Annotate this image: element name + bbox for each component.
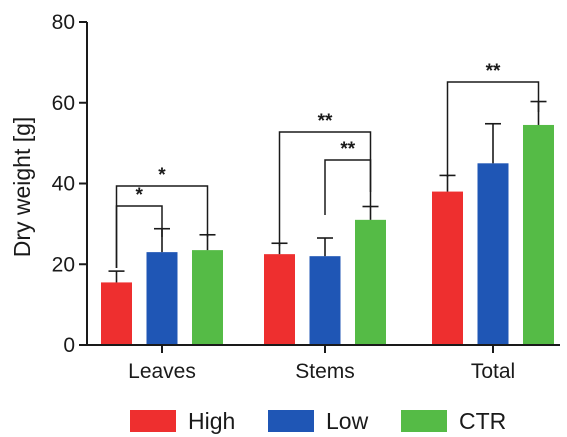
y-tick-label: 0: [63, 334, 75, 357]
bar-ctr-stems: [355, 219, 386, 345]
x-axis: Leaves Stems Total: [87, 344, 560, 383]
legend-swatch-high: [130, 410, 176, 432]
bar-low-total: [477, 163, 509, 345]
bars: [101, 124, 554, 345]
legend-swatch-low: [268, 410, 314, 432]
legend: High Low CTR: [130, 408, 506, 434]
bar-high-leaves: [101, 282, 132, 345]
significance-label: **: [340, 139, 355, 160]
y-axis-title: Dry weight [g]: [9, 117, 35, 258]
bar-high-total: [432, 191, 463, 345]
legend-label-ctr: CTR: [459, 408, 506, 434]
y-tick-label: 20: [52, 253, 75, 276]
bar-high-stems: [264, 254, 295, 345]
y-tick-label: 80: [52, 11, 75, 34]
x-tick-label: Leaves: [128, 360, 196, 383]
significance-bracket: [115, 185, 209, 268]
x-tick-label: Total: [471, 360, 515, 383]
significance-label: **: [486, 61, 501, 82]
significance-brackets: ********: [115, 61, 540, 268]
legend-label-low: Low: [326, 408, 369, 434]
error-bars: [108, 100, 547, 283]
bar-low-stems: [309, 256, 341, 345]
bar-ctr-total: [523, 124, 554, 345]
significance-bracket: [446, 81, 540, 177]
significance-label: *: [158, 165, 166, 186]
legend-label-high: High: [188, 408, 235, 434]
significance-label: **: [318, 111, 333, 132]
x-tick-label: Stems: [295, 360, 355, 383]
bar-ctr-leaves: [192, 250, 223, 345]
significance-label: *: [136, 185, 144, 206]
significance-bracket: [324, 159, 372, 215]
legend-swatch-ctr: [401, 410, 447, 432]
y-tick-label: 60: [52, 92, 75, 115]
y-tick-label: 40: [52, 173, 75, 196]
bar-low-leaves: [146, 252, 178, 345]
y-axis: 0 20 40 60 80: [52, 11, 88, 357]
